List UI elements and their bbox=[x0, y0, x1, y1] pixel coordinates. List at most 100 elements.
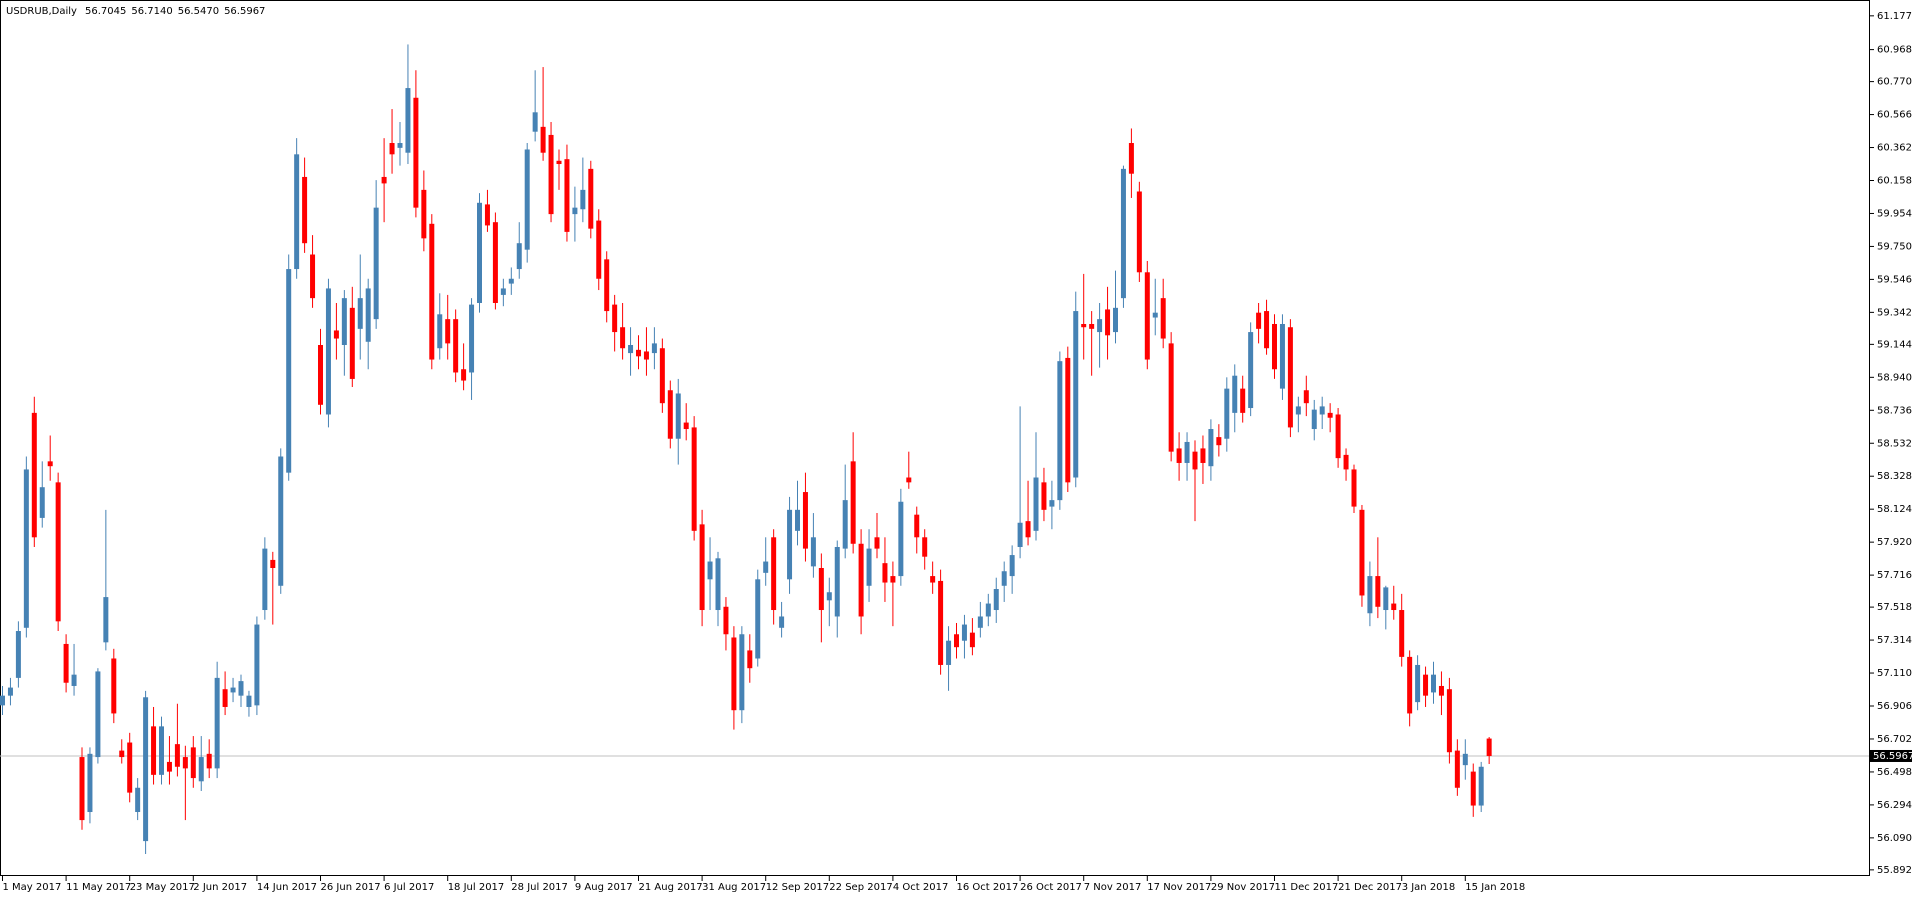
high-value: 56.7140 bbox=[131, 6, 172, 17]
candle-body bbox=[628, 345, 634, 354]
candle-body bbox=[214, 677, 220, 769]
x-tick-label: 22 Sep 2017 bbox=[829, 882, 892, 893]
candle-body bbox=[1303, 390, 1309, 404]
candle-body bbox=[1486, 738, 1492, 756]
x-tick-label: 1 May 2017 bbox=[3, 882, 62, 893]
candle-body bbox=[1407, 656, 1413, 714]
candle-body bbox=[15, 631, 21, 678]
candle-body bbox=[1462, 753, 1468, 766]
candle-body bbox=[1240, 388, 1246, 413]
candle-body bbox=[1391, 603, 1397, 611]
candle-body bbox=[254, 624, 260, 706]
candle-body bbox=[111, 658, 117, 714]
y-tick-label: 59.9540 bbox=[1877, 208, 1912, 219]
candle-body bbox=[429, 223, 435, 360]
y-tick-label: 57.9200 bbox=[1877, 537, 1912, 548]
candle-body bbox=[357, 298, 363, 329]
candle-body bbox=[143, 697, 149, 842]
candle-body bbox=[492, 222, 498, 303]
candle-body bbox=[961, 624, 967, 641]
y-tick-label: 56.4980 bbox=[1877, 767, 1912, 778]
x-tick-label: 3 Jan 2018 bbox=[1402, 882, 1456, 893]
candle-body bbox=[946, 640, 952, 665]
candle-body bbox=[1256, 312, 1262, 329]
candle-body bbox=[1033, 477, 1039, 531]
candle-body bbox=[699, 524, 705, 611]
candle-body bbox=[620, 327, 626, 349]
x-tick-label: 29 Nov 2017 bbox=[1211, 882, 1275, 893]
candle-body bbox=[1279, 323, 1285, 389]
candle-body bbox=[135, 787, 141, 813]
candle-body bbox=[1415, 664, 1421, 703]
candle-body bbox=[95, 671, 101, 758]
x-tick-label: 11 May 2017 bbox=[66, 882, 131, 893]
x-tick-label: 4 Oct 2017 bbox=[893, 882, 948, 893]
candle-body bbox=[1105, 309, 1111, 336]
candle-body bbox=[540, 126, 546, 153]
candle-body bbox=[985, 603, 991, 617]
open-value: 56.7045 bbox=[85, 6, 126, 17]
candle-body bbox=[1073, 311, 1079, 478]
candle-body bbox=[906, 477, 912, 483]
candle-body bbox=[1176, 448, 1182, 463]
candle-body bbox=[818, 568, 824, 611]
x-tick-label: 12 Sep 2017 bbox=[766, 882, 829, 893]
candle-body bbox=[850, 461, 856, 544]
x-tick-label: 23 May 2017 bbox=[130, 882, 195, 893]
y-tick-label: 57.3140 bbox=[1877, 635, 1912, 646]
candle-body bbox=[532, 112, 538, 132]
candle-body bbox=[691, 427, 697, 531]
candle-body bbox=[866, 548, 872, 586]
chart-title: USDRUB,Daily 56.7045 56.7140 56.5470 56.5967 bbox=[6, 6, 265, 17]
candle-body bbox=[771, 537, 777, 611]
x-tick-label: 31 Aug 2017 bbox=[702, 882, 766, 893]
candle-body bbox=[477, 202, 482, 303]
candle-body bbox=[270, 559, 276, 569]
candle-body bbox=[1319, 406, 1325, 415]
x-tick-label: 28 Jul 2017 bbox=[511, 882, 568, 893]
candle-body bbox=[63, 643, 69, 683]
candle-body bbox=[182, 757, 188, 769]
candle-body bbox=[405, 88, 411, 153]
candle-body bbox=[318, 345, 323, 405]
candle-body bbox=[1399, 610, 1405, 657]
x-tick-label: 26 Oct 2017 bbox=[1020, 882, 1082, 893]
y-tick-label: 60.5660 bbox=[1877, 110, 1912, 121]
candle-body bbox=[286, 269, 292, 473]
y-tick-label: 60.3620 bbox=[1877, 143, 1912, 154]
candle-body bbox=[246, 695, 252, 707]
candle-body bbox=[461, 369, 467, 381]
candle-body bbox=[1025, 521, 1031, 538]
current-price-label: 56.5967 bbox=[1873, 751, 1912, 762]
candle-body bbox=[1216, 437, 1222, 446]
candle-body bbox=[294, 154, 300, 270]
candle-body bbox=[516, 243, 522, 270]
x-tick-label: 17 Nov 2017 bbox=[1147, 882, 1211, 893]
y-tick-label: 60.9680 bbox=[1877, 45, 1912, 56]
candle-body bbox=[1097, 319, 1103, 333]
candle-body bbox=[1200, 448, 1206, 463]
x-tick-label: 6 Jul 2017 bbox=[384, 882, 434, 893]
y-tick-label: 57.1100 bbox=[1877, 668, 1912, 679]
candle-body bbox=[79, 757, 85, 821]
candle-body bbox=[1446, 689, 1452, 753]
candle-body bbox=[564, 159, 570, 232]
candle-body bbox=[302, 176, 308, 244]
candle-body bbox=[1264, 311, 1270, 349]
candle-body bbox=[341, 298, 347, 346]
x-tick-label: 15 Jan 2018 bbox=[1465, 882, 1525, 893]
candle-body bbox=[262, 548, 268, 611]
candle-body bbox=[413, 97, 419, 208]
candle-body bbox=[325, 288, 331, 415]
candle-body bbox=[1454, 750, 1460, 788]
candle-body bbox=[914, 514, 920, 538]
candle-body bbox=[787, 509, 793, 580]
candle-body bbox=[349, 307, 355, 379]
candle-body bbox=[1152, 312, 1158, 318]
candle-body bbox=[898, 501, 904, 577]
x-tick-label: 7 Nov 2017 bbox=[1084, 882, 1142, 893]
candle-body bbox=[723, 606, 729, 635]
candle-body bbox=[651, 343, 657, 354]
candle-body bbox=[1311, 409, 1317, 430]
